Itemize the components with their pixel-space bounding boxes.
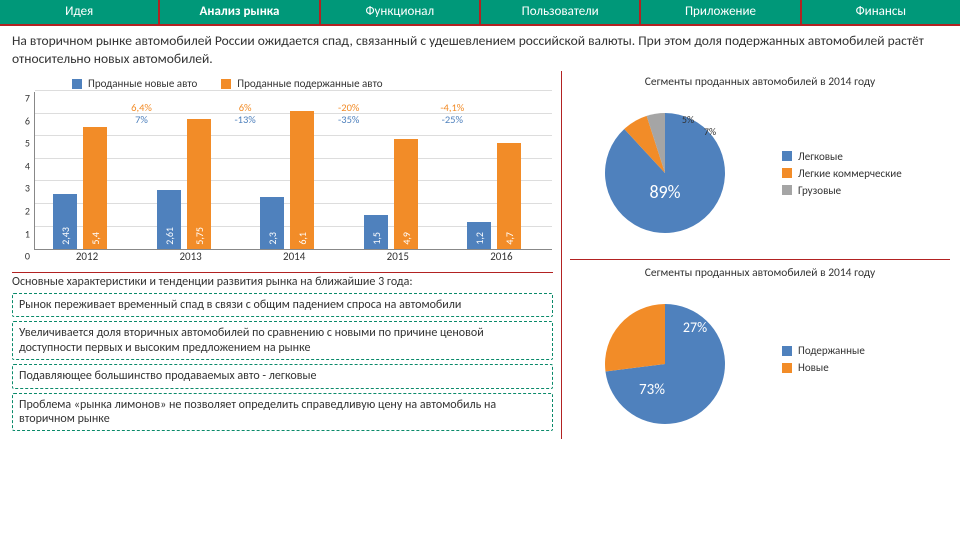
pie1-title: Сегменты проданных автомобилей в 2014 го…: [570, 75, 950, 89]
swatch-icon: [782, 346, 792, 356]
svg-text:73%: 73%: [639, 381, 665, 399]
pie1-legend: Легковые Легкие коммерческие Грузовые: [782, 146, 902, 201]
legend-used: Проданные подержанные авто: [237, 77, 382, 90]
svg-text:5%: 5%: [682, 113, 694, 126]
legend-new: Проданные новые авто: [88, 77, 197, 90]
legend-label: Грузовые: [798, 184, 841, 197]
pie-chart-used-new: 27% 73%: [570, 284, 770, 434]
headline: На вторичном рынке автомобилей России ож…: [0, 26, 960, 71]
tab-app[interactable]: Приложение: [641, 0, 801, 24]
svg-text:7%: 7%: [704, 125, 716, 138]
trend-bullets: Рынок переживает временный спад в связи …: [12, 293, 553, 431]
tab-functional[interactable]: Функционал: [321, 0, 481, 24]
trends-subtitle: Основные характеристики и тенденции разв…: [12, 275, 553, 289]
legend-label: Легкие коммерческие: [798, 167, 902, 180]
trend-bullet: Увеличивается доля вторичных автомобилей…: [12, 321, 553, 360]
tabs: Идея Анализ рынка Функционал Пользовател…: [0, 0, 960, 26]
tab-idea[interactable]: Идея: [0, 0, 160, 24]
pie2-legend: Подержанные Новые: [782, 340, 865, 378]
legend-label: Легковые: [798, 150, 843, 163]
legend-label: Новые: [798, 361, 829, 374]
pie-chart-segments: 89% 5% 7%: [570, 93, 770, 253]
swatch-icon: [782, 185, 792, 195]
swatch-icon: [782, 363, 792, 373]
swatch-used-icon: [221, 79, 231, 89]
legend-label: Подержанные: [798, 344, 865, 357]
svg-text:89%: 89%: [649, 181, 680, 203]
trend-bullet: Проблема «рынка лимонов» не позволяет оп…: [12, 393, 553, 432]
svg-text:27%: 27%: [683, 319, 707, 336]
tab-users[interactable]: Пользователи: [481, 0, 641, 24]
tab-market[interactable]: Анализ рынка: [160, 0, 320, 24]
swatch-icon: [782, 151, 792, 161]
swatch-icon: [782, 168, 792, 178]
trend-bullet: Рынок переживает временный спад в связи …: [12, 293, 553, 317]
swatch-new-icon: [72, 79, 82, 89]
trend-bullet: Подавляющее большинство продаваемых авто…: [12, 364, 553, 388]
bar-chart: 01234567 2,43 5,4 2,61 5,75 2,3 6,1 1,5 …: [12, 92, 552, 270]
tab-finance[interactable]: Финансы: [802, 0, 960, 24]
pie2-title: Сегменты проданных автомобилей в 2014 го…: [570, 266, 950, 280]
